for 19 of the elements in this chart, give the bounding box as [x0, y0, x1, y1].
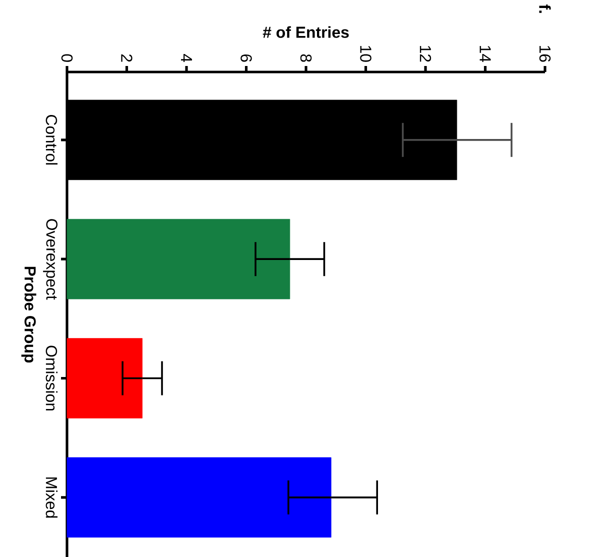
x-tick-label: 4 — [181, 54, 192, 62]
x-tick-label: 14 — [480, 46, 491, 62]
y-tick-label: Control — [46, 115, 58, 165]
bar — [66, 338, 142, 418]
x-tick-label: 0 — [61, 54, 73, 62]
x-tick-label: 12 — [420, 46, 432, 62]
x-tick-label: 2 — [121, 54, 132, 62]
x-axis-title: # of Entries — [262, 26, 349, 38]
y-tick-label: Mixed — [46, 477, 58, 518]
bar — [66, 457, 332, 538]
chart-title: f. — [539, 4, 551, 13]
x-tick-label: 6 — [240, 54, 252, 62]
y-tick-label: Overexpect — [43, 219, 58, 300]
x-tick-label: 16 — [539, 46, 551, 62]
x-tick-label: 10 — [360, 46, 372, 62]
bar — [66, 218, 290, 300]
y-axis-title: Probe Group — [21, 266, 36, 363]
y-tick-label: Omission — [46, 346, 58, 410]
x-tick-label: 8 — [300, 54, 312, 62]
